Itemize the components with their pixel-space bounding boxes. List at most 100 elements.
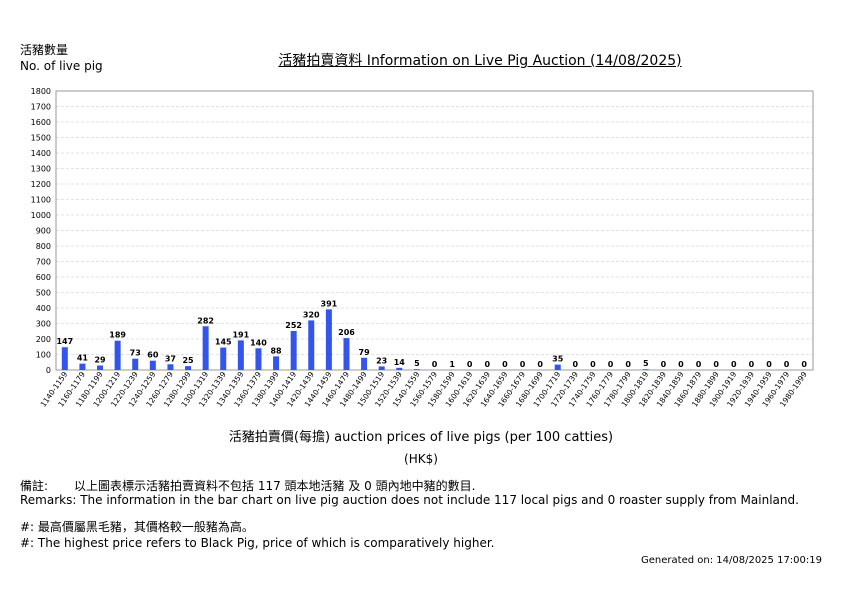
- y-axis-title-zh: 活豬數量: [20, 43, 69, 57]
- bar: [361, 357, 368, 370]
- bar-value-label: 5: [414, 359, 420, 368]
- bar: [255, 348, 262, 370]
- bar: [396, 367, 403, 370]
- y-tick-label: 800: [36, 242, 51, 251]
- x-axis-unit: (HK$): [404, 452, 438, 466]
- y-tick-label: 600: [36, 273, 51, 282]
- bar-value-label: 0: [696, 360, 702, 369]
- y-tick-label: 1100: [31, 196, 51, 205]
- bar: [97, 365, 104, 370]
- bar-value-label: 0: [485, 360, 491, 369]
- bar-value-label: 0: [801, 360, 807, 369]
- bar-value-label: 140: [250, 338, 267, 347]
- bar-value-label: 23: [376, 356, 387, 365]
- bar: [413, 369, 420, 370]
- bar-value-label: 0: [731, 360, 737, 369]
- bar: [220, 347, 227, 370]
- bar-value-label: 1: [449, 360, 455, 369]
- bar: [61, 347, 68, 370]
- bar: [202, 326, 209, 370]
- bar-value-label: 0: [520, 360, 526, 369]
- plot-border: [55, 90, 814, 371]
- chart-title: 活豬拍賣資料 Information on Live Pig Auction (…: [278, 53, 682, 69]
- bar-value-label: 0: [625, 360, 631, 369]
- y-tick-label: 1000: [31, 211, 51, 220]
- y-tick-label: 1400: [31, 149, 51, 158]
- bar-value-label: 0: [678, 360, 684, 369]
- remarks-zh: 備註: 以上圖表標示活豬拍賣資料不包括 117 頭本地活豬 及 0 頭內地中豬的數…: [20, 477, 475, 494]
- y-tick-label: 1200: [31, 180, 51, 189]
- bar: [290, 330, 297, 370]
- bar: [273, 356, 280, 370]
- bar-value-label: 391: [321, 299, 338, 308]
- bar-value-label: 0: [432, 360, 438, 369]
- bar-value-label: 25: [182, 356, 194, 365]
- bar-value-label: 252: [285, 321, 302, 330]
- bar-value-label: 0: [502, 360, 508, 369]
- bar: [378, 366, 385, 370]
- bar: [79, 363, 86, 370]
- remarks-en: Remarks: The information in the bar char…: [20, 493, 799, 507]
- bar-value-label: 191: [232, 330, 249, 339]
- y-tick-label: 900: [36, 227, 51, 236]
- bar-value-label: 14: [394, 358, 406, 367]
- y-tick-label: 1300: [31, 165, 51, 174]
- bar-value-label: 320: [303, 310, 320, 319]
- bar: [185, 366, 192, 370]
- bar-value-label: 189: [109, 331, 126, 340]
- y-tick-label: 700: [36, 258, 51, 267]
- bar-value-label: 35: [552, 355, 564, 364]
- bar-value-label: 88: [270, 346, 282, 355]
- y-tick-label: 400: [36, 304, 51, 313]
- bar: [554, 364, 561, 370]
- bar-value-label: 0: [573, 360, 579, 369]
- y-tick-label: 500: [36, 289, 51, 298]
- bar-value-label: 0: [608, 360, 614, 369]
- bar-value-label: 0: [713, 360, 719, 369]
- y-tick-label: 200: [36, 335, 51, 344]
- bar: [308, 320, 315, 370]
- bar-value-label: 0: [661, 360, 667, 369]
- bar-value-label: 29: [94, 356, 106, 365]
- bar-value-label: 60: [147, 351, 159, 360]
- bar-value-label: 79: [359, 348, 371, 357]
- bar-value-label: 0: [749, 360, 755, 369]
- bar: [114, 340, 121, 370]
- bar-value-label: 0: [784, 360, 790, 369]
- y-axis-title-en: No. of live pig: [20, 59, 103, 73]
- y-tick-label: 100: [36, 351, 51, 360]
- generated-timestamp: Generated on: 14/08/2025 17:00:19: [641, 555, 822, 566]
- bar-value-label: 41: [77, 354, 89, 363]
- y-tick-label: 1700: [31, 103, 51, 112]
- y-tick-label: 1500: [31, 134, 51, 143]
- bar-value-label: 145: [215, 338, 232, 347]
- bar-value-label: 73: [130, 349, 141, 358]
- bar-value-label: 0: [590, 360, 596, 369]
- bar: [132, 358, 139, 370]
- bar: [325, 309, 332, 370]
- bar-value-label: 0: [766, 360, 772, 369]
- bar: [343, 338, 350, 370]
- bar-value-label: 0: [467, 360, 473, 369]
- y-tick-label: 0: [46, 366, 51, 375]
- bar-value-label: 282: [197, 316, 214, 325]
- bar: [237, 340, 244, 370]
- remarks-zh-label: 備註:: [20, 479, 49, 493]
- note-zh: #: 最高價屬黑毛豬，其價格較一般豬為高。: [20, 520, 254, 534]
- bar-value-label: 0: [537, 360, 543, 369]
- bar-value-label: 206: [338, 328, 355, 337]
- bar-value-label: 5: [643, 359, 649, 368]
- y-axis-title: 活豬數量 No. of live pig: [20, 42, 103, 74]
- bar-value-label: 37: [165, 354, 176, 363]
- x-axis-title: 活豬拍賣價(每擔) auction prices of live pigs (p…: [228, 430, 614, 445]
- note-en: #: The highest price refers to Black Pig…: [20, 536, 495, 550]
- bar-value-label: 147: [56, 337, 73, 346]
- bar: [149, 360, 156, 370]
- bar: [167, 364, 174, 370]
- y-tick-label: 1800: [31, 87, 51, 96]
- remarks-zh-text: 以上圖表標示活豬拍賣資料不包括 117 頭本地活豬 及 0 頭內地中豬的數目.: [74, 479, 476, 493]
- y-tick-label: 300: [36, 320, 51, 329]
- bar-chart: 0100200300400500600700800900100011001200…: [31, 87, 814, 409]
- y-tick-label: 1600: [31, 118, 51, 127]
- bar: [642, 369, 649, 370]
